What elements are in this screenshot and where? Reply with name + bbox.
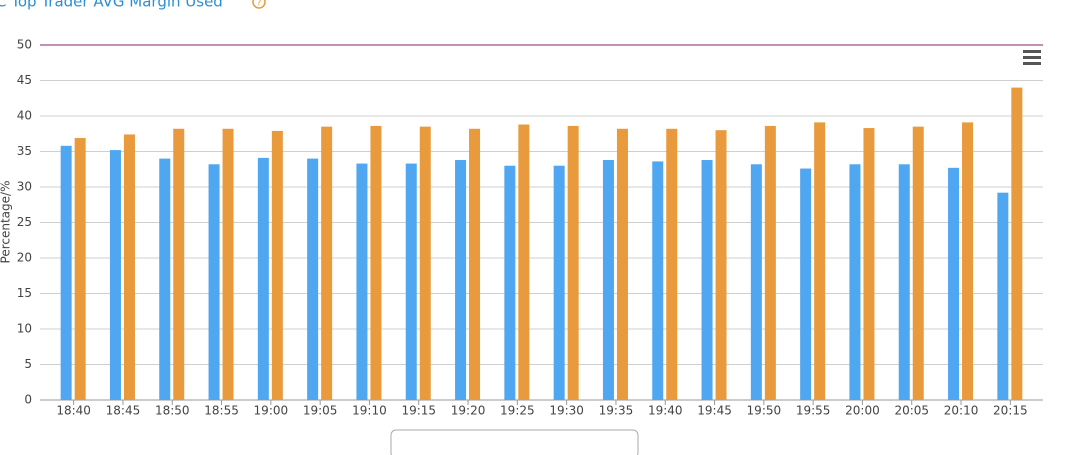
y-tick-label: 35 [17, 144, 32, 158]
x-tick-label: 19:10 [352, 404, 387, 418]
x-tick-label: 19:25 [500, 404, 535, 418]
bar [159, 158, 171, 400]
x-tick-label: 18:50 [155, 404, 190, 418]
x-tick-label: 19:55 [796, 404, 831, 418]
bar [948, 167, 960, 400]
bar [321, 126, 333, 401]
bar [419, 126, 431, 401]
bar [602, 160, 614, 400]
y-tick-label: 25 [17, 215, 32, 229]
bar [208, 164, 220, 400]
x-tick-label: 19:30 [549, 404, 584, 418]
y-tick-label: 15 [17, 286, 32, 300]
x-tick-label: 19:20 [451, 404, 486, 418]
legend-box [390, 429, 639, 455]
x-tick-label: 19:45 [697, 404, 732, 418]
bar [898, 164, 910, 400]
y-tick-label: 50 [17, 38, 32, 52]
bar [800, 168, 812, 400]
bar [455, 160, 467, 400]
bar [405, 163, 417, 400]
bar [307, 158, 319, 400]
bar [567, 125, 579, 400]
y-axis-label: Percentage/% [0, 181, 13, 264]
x-tick-label: 20:00 [845, 404, 880, 418]
bar [271, 130, 283, 400]
x-tick-label: 18:40 [56, 404, 91, 418]
x-tick-label: 19:50 [747, 404, 782, 418]
bar [750, 164, 762, 400]
y-tick-label: 30 [17, 180, 32, 194]
bar [123, 134, 135, 400]
bar [666, 128, 678, 400]
x-tick-label: 18:45 [106, 404, 141, 418]
bar [553, 165, 565, 400]
x-tick-label: 20:10 [944, 404, 979, 418]
bar [1011, 87, 1023, 400]
bar [74, 138, 86, 400]
bar [616, 128, 628, 400]
bar [173, 128, 185, 400]
bar [962, 122, 974, 400]
bar [60, 145, 72, 400]
bar [715, 130, 727, 400]
help-icon[interactable]: ? [252, 0, 266, 9]
x-tick-label: 19:35 [599, 404, 634, 418]
bar [356, 163, 368, 400]
bar [469, 128, 481, 400]
x-tick-label: 19:15 [401, 404, 436, 418]
svg-text:?: ? [257, 0, 262, 9]
bar [912, 126, 924, 401]
y-tick-label: 0 [24, 393, 32, 407]
bar [849, 164, 861, 400]
bar [652, 161, 664, 400]
bar [764, 125, 776, 400]
x-tick-label: 19:05 [303, 404, 338, 418]
y-tick-label: 20 [17, 251, 32, 265]
x-tick-label: 19:40 [648, 404, 683, 418]
bar [863, 128, 875, 400]
y-tick-label: 10 [17, 322, 32, 336]
bar [814, 122, 826, 400]
y-tick-label: 45 [17, 73, 32, 87]
x-tick-label: 19:00 [254, 404, 289, 418]
bar [518, 124, 530, 401]
y-tick-label: 40 [17, 109, 32, 123]
bar [109, 150, 121, 400]
bar [222, 128, 234, 400]
chart-title: C Top Trader AVG Margin Used [0, 0, 223, 11]
x-tick-label: 20:15 [993, 404, 1028, 418]
x-tick-label: 18:55 [204, 404, 239, 418]
bar [701, 160, 713, 400]
y-tick-label: 5 [24, 357, 32, 371]
x-tick-label: 20:05 [894, 404, 929, 418]
bar [370, 125, 382, 400]
bar [997, 192, 1009, 400]
menu-button[interactable] [1021, 48, 1043, 68]
bar [504, 165, 516, 400]
bar [257, 157, 269, 400]
